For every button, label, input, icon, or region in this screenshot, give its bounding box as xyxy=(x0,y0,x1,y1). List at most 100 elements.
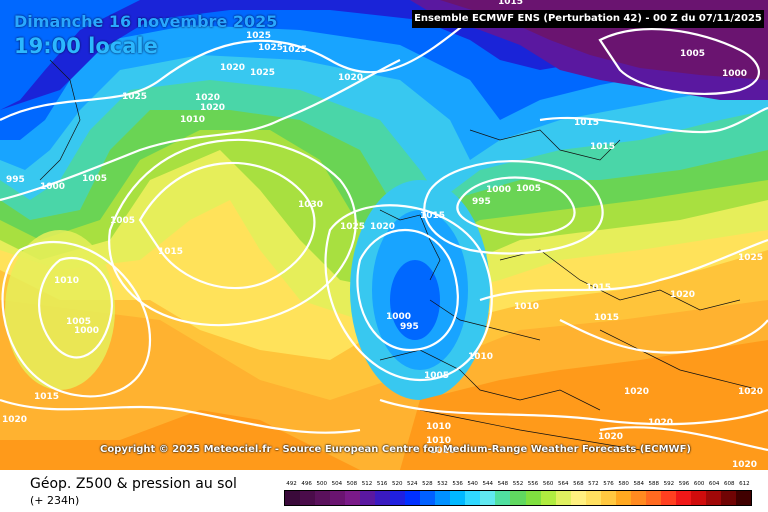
pressure-label: 995 xyxy=(472,197,491,207)
pressure-label: 1010 xyxy=(430,446,455,456)
scale-swatch xyxy=(705,491,721,505)
scale-swatch xyxy=(450,491,466,505)
scale-label: 528 xyxy=(422,481,433,487)
forecast-date: Dimanche 16 novembre 2025 xyxy=(14,12,278,31)
pressure-label: 1015 xyxy=(158,247,183,257)
scale-swatch xyxy=(375,491,391,505)
pressure-label: 1025 xyxy=(340,222,365,232)
pressure-label: 1015 xyxy=(498,0,523,7)
scale-label: 576 xyxy=(603,481,614,487)
scale-label: 548 xyxy=(497,481,509,487)
scale-label: 504 xyxy=(331,481,343,487)
pressure-label: 1025 xyxy=(246,31,271,41)
pressure-label: 1005 xyxy=(66,317,91,327)
pressure-label: 1015 xyxy=(594,313,619,323)
lead-time: (+ 234h) xyxy=(30,494,80,507)
pressure-label: 1010 xyxy=(426,422,451,432)
scale-swatch xyxy=(540,491,556,505)
scale-label: 512 xyxy=(361,481,373,487)
pressure-label: 1020 xyxy=(648,418,673,428)
scale-swatch xyxy=(675,491,691,505)
pressure-label: 1020 xyxy=(598,432,623,442)
scale-swatch xyxy=(600,491,616,505)
pressure-label: 1015 xyxy=(586,283,611,293)
pressure-label: 1025 xyxy=(282,45,307,55)
scale-swatch xyxy=(360,491,376,505)
z500-trough-core xyxy=(390,260,440,340)
scale-label: 540 xyxy=(467,481,478,487)
scale-swatch xyxy=(690,491,706,505)
pressure-label: 1020 xyxy=(670,290,695,300)
scale-label: 568 xyxy=(573,481,584,487)
pressure-label: 1020 xyxy=(732,460,757,470)
pressure-label: 1000 xyxy=(386,312,411,322)
model-run-header: Ensemble ECMWF ENS (Perturbation 42) - 0… xyxy=(412,10,764,28)
pressure-label: 1010 xyxy=(426,436,451,446)
copyright-notice: Copyright © 2025 Meteociel.fr - Source E… xyxy=(100,444,691,455)
scale-label: 572 xyxy=(588,481,599,487)
pressure-label: 1000 xyxy=(40,182,65,192)
pressure-label: 1020 xyxy=(738,387,763,397)
scale-label: 580 xyxy=(618,481,629,487)
pressure-label: 1025 xyxy=(258,43,283,53)
isobars xyxy=(0,19,768,452)
color-scale-bar xyxy=(284,490,752,506)
scale-swatch xyxy=(525,491,541,505)
scale-label: 496 xyxy=(301,481,312,487)
pressure-label: 1020 xyxy=(200,103,225,113)
scale-label: 544 xyxy=(482,481,494,487)
scale-label: 492 xyxy=(286,481,297,487)
scale-swatch xyxy=(465,491,481,505)
pressure-label: 1015 xyxy=(590,142,615,152)
scale-swatch xyxy=(420,491,436,505)
scale-swatch xyxy=(510,491,526,505)
scale-swatch xyxy=(570,491,586,505)
scale-label: 532 xyxy=(437,481,448,487)
scale-label: 584 xyxy=(633,481,644,487)
pressure-label: 1005 xyxy=(110,216,135,226)
pressure-label: 1015 xyxy=(574,118,599,128)
scale-swatch xyxy=(585,491,601,505)
pressure-label: 1020 xyxy=(195,93,220,103)
scale-label: 608 xyxy=(724,481,735,487)
scale-label: 600 xyxy=(693,481,705,487)
scale-label: 564 xyxy=(557,481,569,487)
scale-swatch xyxy=(315,491,331,505)
color-scale-labels: 492 496 500 504 508 512 516 520 524 528 532 536 540 5… xyxy=(284,480,752,489)
scale-label: 552 xyxy=(512,481,524,487)
scale-label: 596 xyxy=(678,481,690,487)
coastlines xyxy=(39,59,761,451)
scale-label: 520 xyxy=(391,481,403,487)
scale-label: 536 xyxy=(452,481,463,487)
pressure-label: 1000 xyxy=(74,326,99,336)
pressure-label: 1005 xyxy=(424,371,449,381)
scale-swatch xyxy=(480,491,496,505)
pressure-label: 1025 xyxy=(250,68,275,78)
pressure-label: 995 xyxy=(6,175,25,185)
pressure-label: 1030 xyxy=(298,200,323,210)
pressure-label: 1025 xyxy=(122,92,147,102)
scale-label: 524 xyxy=(407,481,418,487)
scale-swatch xyxy=(660,491,676,505)
scale-swatch xyxy=(285,491,301,505)
pressure-label: 995 xyxy=(400,322,419,332)
color-scale: 492 496 500 504 508 512 516 520 524 528 532 536 540 5… xyxy=(284,480,752,506)
scale-swatch xyxy=(495,491,511,505)
scale-swatch xyxy=(390,491,406,505)
scale-label: 588 xyxy=(648,481,660,487)
pressure-label: 1020 xyxy=(370,222,395,232)
pressure-label: 1020 xyxy=(338,73,363,83)
scale-label: 500 xyxy=(316,481,327,487)
scale-swatch xyxy=(555,491,571,505)
scale-swatch xyxy=(615,491,631,505)
scale-swatch xyxy=(300,491,316,505)
scale-swatch xyxy=(435,491,451,505)
pressure-label: 1005 xyxy=(82,174,107,184)
scale-swatch xyxy=(405,491,421,505)
scale-swatch xyxy=(630,491,646,505)
pressure-labels: 1025 1025 1025 1020 1025 1020 1020 1010 … xyxy=(2,0,763,470)
pressure-label: 1010 xyxy=(468,352,493,362)
pressure-label: 1020 xyxy=(220,63,245,73)
scale-swatch xyxy=(720,491,736,505)
pressure-label: 1015 xyxy=(34,392,59,402)
